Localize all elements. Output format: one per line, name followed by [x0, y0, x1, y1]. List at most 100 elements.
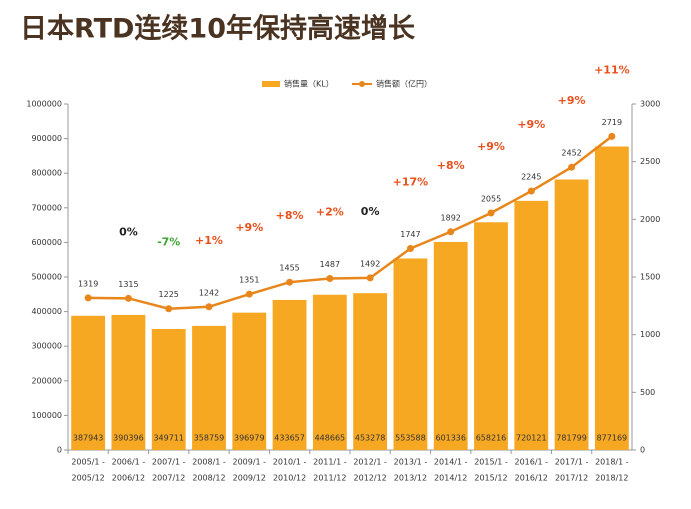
- bar: [393, 258, 428, 450]
- y-tick-label: 200000: [31, 376, 62, 385]
- line-value-label: 1319: [78, 279, 98, 288]
- bar-value-label: 349711: [153, 434, 184, 443]
- legend-label: 销售额（亿円）: [376, 79, 432, 89]
- x-tick-label: 2007/12: [152, 474, 185, 483]
- line-value-label: 2055: [481, 194, 501, 203]
- line-point: [487, 209, 495, 217]
- line-point: [608, 132, 616, 140]
- line-point: [326, 274, 334, 282]
- x-tick-label: 2011/12: [313, 474, 346, 483]
- line-value-label: 1747: [400, 230, 420, 239]
- legend-label: 销售量（KL）: [284, 79, 334, 89]
- x-tick-label: 2014/12: [434, 474, 467, 483]
- line-value-label: 2245: [521, 173, 541, 182]
- growth-annotation: -7%: [157, 236, 180, 249]
- y2-tick-label: 1000: [640, 330, 660, 339]
- bar-value-label: 781799: [556, 434, 587, 443]
- x-tick-label: 2016/1 -: [514, 458, 548, 467]
- line-value-label: 2719: [602, 118, 622, 127]
- y-tick-label: 900000: [31, 134, 62, 143]
- bar: [232, 312, 267, 450]
- y-tick-label: 800000: [31, 169, 62, 178]
- bar-value-label: 453278: [355, 434, 386, 443]
- line-value-label: 2452: [561, 149, 581, 158]
- line-point: [527, 187, 535, 195]
- x-tick-label: 2014/1 -: [434, 458, 468, 467]
- legend-swatch: [262, 81, 280, 87]
- x-tick-label: 2006/1 -: [112, 458, 146, 467]
- y-tick-label: 100000: [31, 411, 62, 420]
- y-tick-label: 0: [57, 446, 62, 455]
- growth-annotation: +17%: [393, 176, 429, 189]
- x-tick-label: 2012/12: [354, 474, 387, 483]
- line-value-label: 1487: [320, 260, 340, 269]
- bar-value-label: 877169: [597, 434, 628, 443]
- bar-value-label: 658216: [476, 434, 507, 443]
- x-tick-label: 2013/12: [394, 474, 427, 483]
- bar-value-label: 433657: [274, 434, 305, 443]
- growth-annotation: 0%: [361, 205, 380, 218]
- line-point: [124, 294, 132, 302]
- x-tick-label: 2015/1 -: [474, 458, 508, 467]
- y2-tick-label: 500: [640, 388, 655, 397]
- line-point: [366, 274, 374, 282]
- line-value-label: 1492: [360, 259, 380, 268]
- bar-value-label: 390396: [113, 434, 144, 443]
- growth-annotation: +9%: [517, 118, 545, 131]
- line-point: [406, 245, 414, 253]
- line: [88, 135, 613, 310]
- x-tick-label: 2012/1 -: [353, 458, 387, 467]
- x-tick-label: 2006/12: [112, 474, 145, 483]
- legend-swatch: [359, 81, 365, 87]
- bar: [111, 314, 146, 450]
- bar: [272, 299, 307, 450]
- bar: [71, 315, 106, 450]
- growth-annotation: +1%: [195, 234, 223, 247]
- y2-tick-label: 1500: [640, 273, 660, 282]
- growth-annotation: +9%: [235, 221, 263, 234]
- bar: [554, 179, 589, 450]
- x-tick-label: 2009/12: [233, 474, 266, 483]
- line-value-label: 1225: [159, 290, 179, 299]
- x-tick-label: 2013/1 -: [394, 458, 428, 467]
- x-tick-label: 2017/1 -: [555, 458, 589, 467]
- x-tick-label: 2018/1 -: [595, 458, 629, 467]
- bar: [474, 222, 508, 450]
- growth-annotation: +11%: [594, 63, 630, 76]
- growth-annotation: +9%: [558, 94, 586, 107]
- bar-value-label: 358759: [194, 434, 225, 443]
- growth-annotation: 0%: [119, 225, 138, 238]
- bar: [312, 294, 347, 450]
- bar-value-label: 553588: [395, 434, 426, 443]
- y2-tick-label: 3000: [640, 100, 660, 109]
- line-point: [568, 163, 576, 171]
- line-point: [84, 294, 92, 302]
- line-point: [245, 290, 253, 298]
- x-tick-label: 2011/1 -: [313, 458, 347, 467]
- y-tick-label: 600000: [31, 238, 62, 247]
- bar-value-label: 448665: [315, 434, 346, 443]
- bar: [433, 241, 468, 450]
- x-tick-label: 2009/1 -: [232, 458, 266, 467]
- growth-annotation: +8%: [437, 159, 465, 172]
- x-tick-label: 2008/1 -: [192, 458, 226, 467]
- y-tick-label: 500000: [31, 273, 62, 282]
- growth-annotation: +8%: [276, 209, 304, 222]
- line-value-label: 1242: [199, 288, 219, 297]
- line-point: [165, 305, 173, 313]
- y2-tick-label: 0: [640, 446, 645, 455]
- x-tick-label: 2007/1 -: [152, 458, 186, 467]
- y-tick-label: 700000: [31, 203, 62, 212]
- line-point: [286, 278, 294, 286]
- x-tick-label: 2015/12: [474, 474, 507, 483]
- x-tick-label: 2005/1 -: [71, 458, 105, 467]
- bar: [151, 329, 186, 450]
- bar: [353, 293, 388, 450]
- x-tick-label: 2005/12: [72, 474, 105, 483]
- line-value-label: 1351: [239, 276, 259, 285]
- bar-value-label: 720121: [516, 434, 547, 443]
- y-tick-label: 300000: [31, 342, 62, 351]
- bar: [192, 325, 226, 450]
- line-point: [447, 228, 455, 236]
